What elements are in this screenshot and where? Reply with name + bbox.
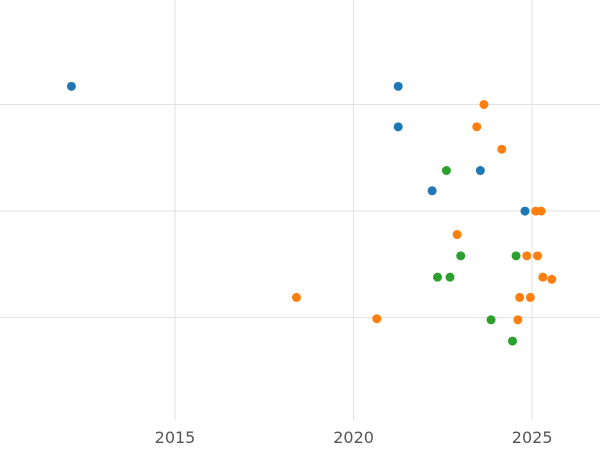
data-point-series-orange [533,251,542,261]
data-point-series-orange [452,230,462,240]
data-point-series-green [441,166,451,176]
x-axis-tick-label: 2020 [333,428,374,447]
data-point-series-orange [538,272,548,282]
data-point-series-green [511,251,521,261]
data-point-series-blue [66,81,76,91]
data-point-series-orange [513,315,523,325]
data-point-series-orange [536,206,546,216]
data-point-series-orange [497,144,507,154]
data-point-series-green [456,251,466,261]
x-axis-tick-label: 2015 [155,428,196,447]
data-point-series-green [508,336,517,346]
data-point-series-blue [393,122,403,132]
data-point-series-blue [393,81,403,91]
data-point-series-green [433,272,442,282]
data-point-series-blue [427,186,437,196]
data-point-series-orange [291,292,301,302]
data-point-series-green [445,272,455,282]
data-point-series-blue [520,206,530,216]
data-point-series-blue [475,166,485,176]
data-point-series-orange [472,122,482,132]
data-point-series-orange [547,274,557,284]
data-point-series-orange [522,251,532,261]
x-axis-tick-label: 2025 [512,428,553,447]
data-point-series-orange [525,292,535,302]
data-point-series-orange [479,99,489,109]
data-point-series-green [486,315,496,325]
data-point-series-orange [372,314,382,324]
data-point-series-orange [515,292,525,302]
